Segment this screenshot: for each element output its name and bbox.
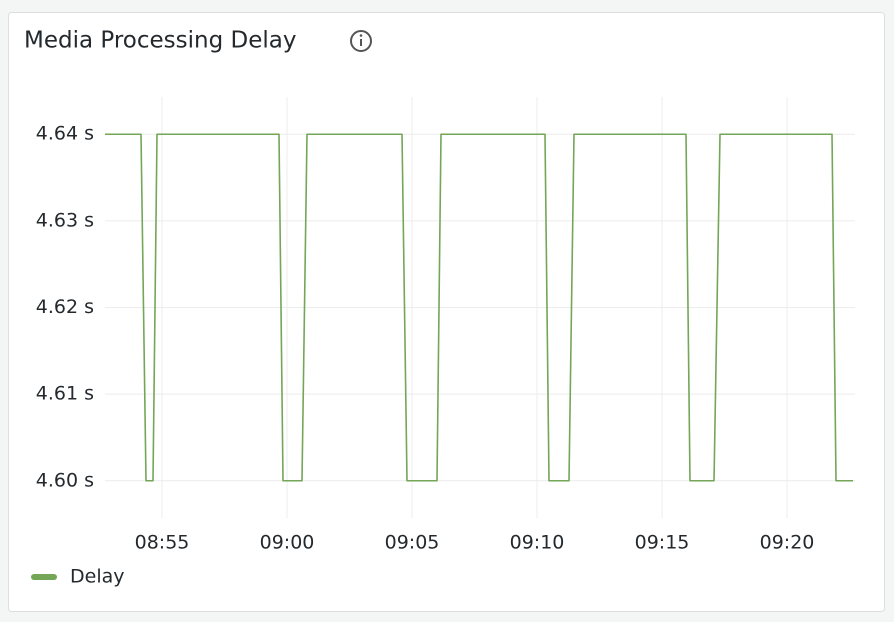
chart-title: Media Processing Delay [24, 28, 296, 54]
x-tick-label: 09:05 [385, 532, 440, 554]
y-tick-label: 4.61 s [36, 383, 94, 405]
x-tick-label: 09:15 [635, 532, 690, 554]
y-tick-label: 4.63 s [36, 209, 94, 231]
x-tick-label: 09:10 [510, 532, 565, 554]
x-tick-label: 08:55 [135, 532, 190, 554]
info-icon[interactable] [350, 30, 372, 52]
y-tick-label: 4.60 s [36, 469, 94, 491]
x-tick-label: 09:20 [760, 532, 815, 554]
y-tick-label: 4.64 s [36, 123, 94, 145]
legend-label[interactable]: Delay [70, 566, 125, 588]
data-line [105, 133, 853, 482]
panel [8, 12, 885, 612]
y-tick-label: 4.62 s [36, 296, 94, 318]
x-tick-label: 09:00 [260, 532, 315, 554]
legend-swatch [31, 574, 57, 580]
